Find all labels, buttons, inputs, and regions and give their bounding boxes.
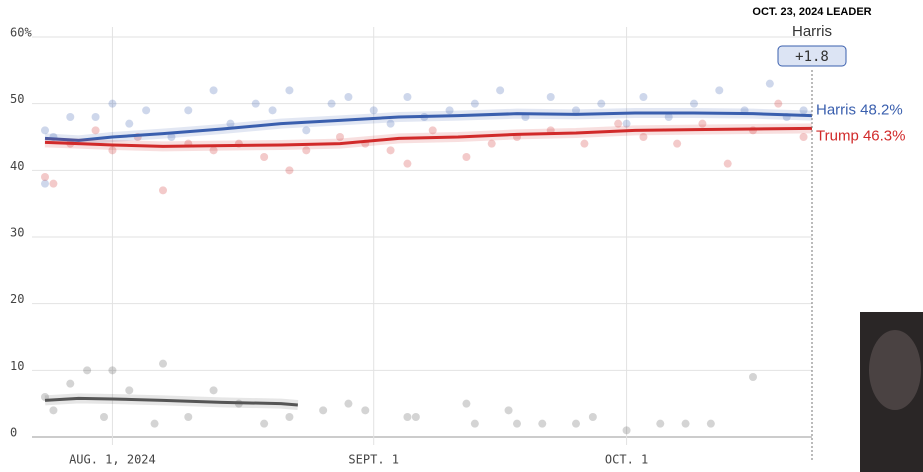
poll-point [462,400,470,408]
poll-point [344,93,352,101]
poll-point [92,126,100,134]
poll-point [361,406,369,414]
leader-margin: +1.8 [795,49,829,65]
end-label: Trump 46.3% [816,127,905,144]
y-tick-label: 10 [10,359,24,373]
poll-point [513,420,521,428]
poll-point [580,140,588,148]
chart: OCT. 23, 2024 LEADER Harris +1.8 0 10 20 30… [0,0,923,472]
poll-point [471,100,479,108]
poll-point [100,413,108,421]
poll-point [108,100,116,108]
poll-point [724,160,732,168]
poll-point [142,106,150,114]
poll-point [656,420,664,428]
poll-point [184,413,192,421]
poll-point [49,180,57,188]
poll-point [505,406,513,414]
y-tick-label: 50 [10,92,24,106]
poll-point [252,100,260,108]
poll-point [471,420,479,428]
poll-point [403,93,411,101]
poll-point [800,133,808,141]
y-tick-label: 0 [10,426,17,440]
poll-point [589,413,597,421]
poll-point [412,413,420,421]
poll-point [715,86,723,94]
poll-point [260,420,268,428]
poll-point [260,153,268,161]
poll-point [210,386,218,394]
poll-point [285,413,293,421]
poll-point [370,106,378,114]
poll-point [344,400,352,408]
poll-point [462,153,470,161]
poll-point [125,386,133,394]
poll-point [403,413,411,421]
poll-point [125,120,133,128]
poll-point [319,406,327,414]
poll-point [597,100,605,108]
poll-point [285,166,293,174]
poll-point [49,406,57,414]
leader-heading: OCT. 23, 2024 LEADER [752,6,871,18]
x-tick-label: AUG. 1, 2024 [69,453,156,467]
poll-point [210,86,218,94]
x-tick-label: OCT. 1 [605,453,648,467]
poll-point [302,126,310,134]
end-label: Harris 48.2% [816,102,903,119]
poll-point [547,93,555,101]
leader-name: Harris [792,23,832,40]
poll-point [151,420,159,428]
y-tick-label: 60% [10,26,32,40]
poll-point [572,420,580,428]
poll-point [285,86,293,94]
poll-point [488,140,496,148]
poll-point [328,100,336,108]
y-tick-label: 30 [10,226,24,240]
poll-point [41,173,49,181]
poll-point [92,113,100,121]
poll-point [41,126,49,134]
poll-point [496,86,504,94]
poll-point [766,80,774,88]
poll-point [774,100,782,108]
poll-point [749,373,757,381]
poll-point [639,93,647,101]
poll-point [66,380,74,388]
poll-point [66,113,74,121]
y-tick-label: 40 [10,159,24,173]
poll-point [707,420,715,428]
poll-point [623,426,631,434]
poll-point [673,140,681,148]
poll-point [159,360,167,368]
poll-point [83,366,91,374]
poll-point [108,366,116,374]
poll-point [682,420,690,428]
poll-point [403,160,411,168]
poll-point [269,106,277,114]
poll-point [538,420,546,428]
video-thumbnail-shape [869,330,921,410]
poll-point [690,100,698,108]
poll-point [387,146,395,154]
y-tick-label: 20 [10,292,24,306]
poll-point [159,186,167,194]
poll-point [184,106,192,114]
x-tick-label: SEPT. 1 [348,453,399,467]
